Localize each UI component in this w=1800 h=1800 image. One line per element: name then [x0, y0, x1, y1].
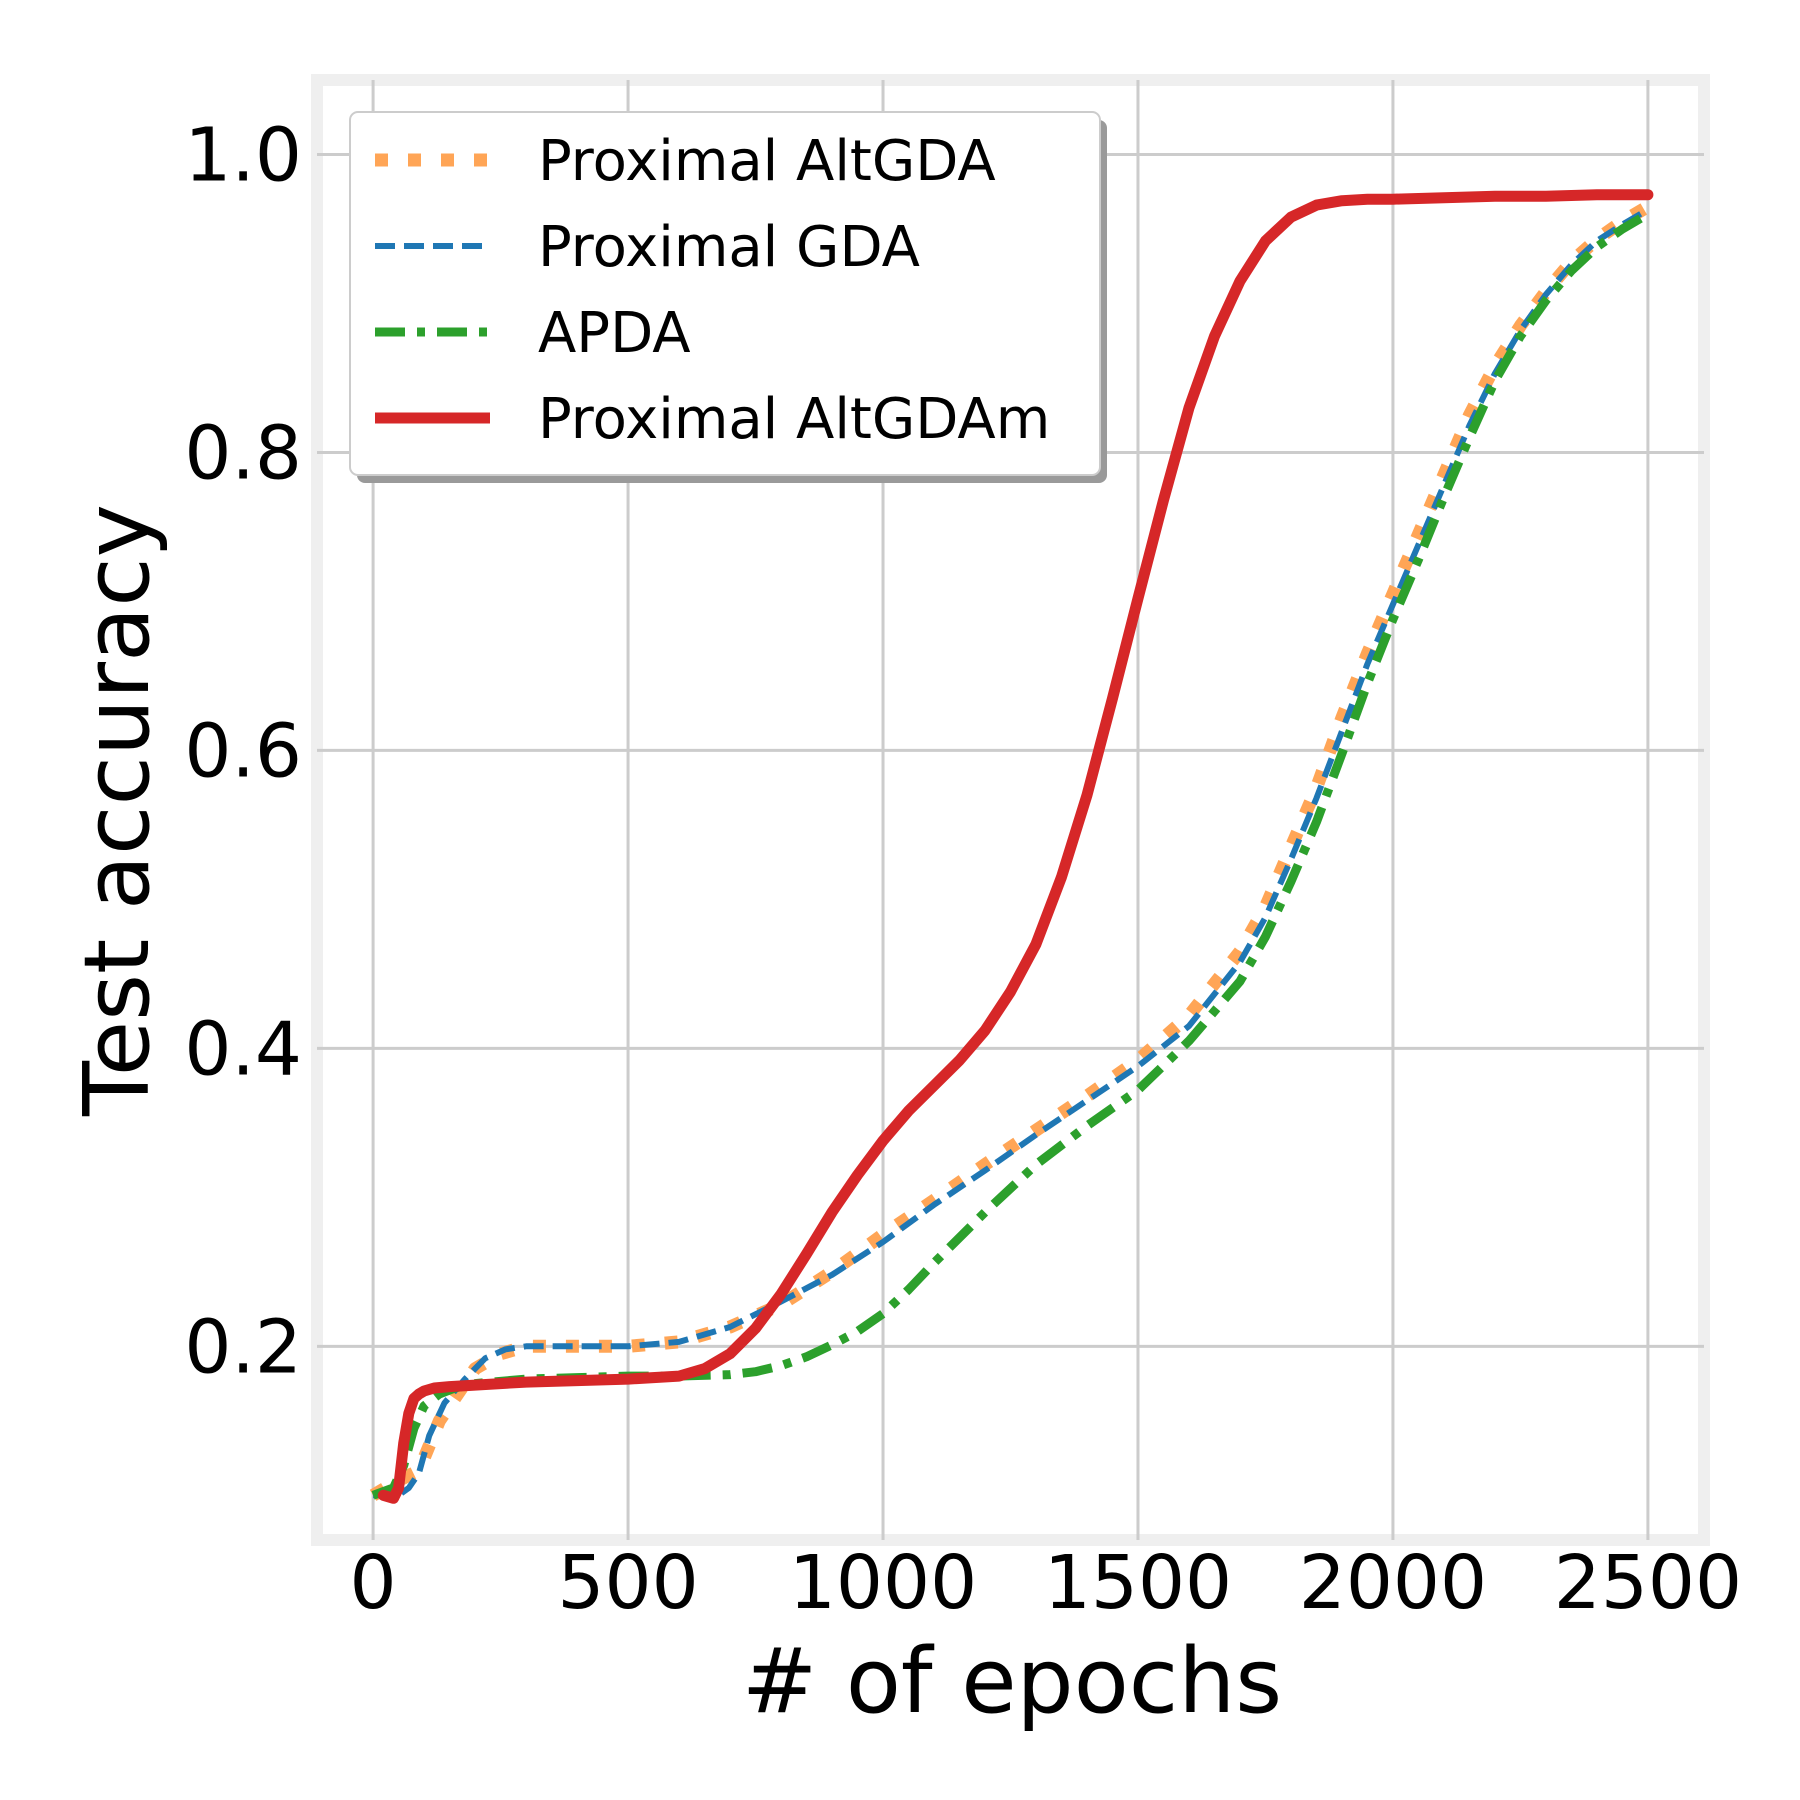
y-tick-label: 0.8 — [184, 410, 302, 496]
legend-label: APDA — [538, 301, 691, 366]
legend-label: Proximal AltGDAm — [538, 387, 1050, 452]
series-line-solid — [377, 189, 1654, 1504]
legend-label: Proximal AltGDA — [538, 129, 996, 194]
x-tick-label: 1500 — [1044, 1540, 1232, 1626]
series-line-dashed — [373, 207, 1650, 1499]
data-series — [369, 189, 1654, 1504]
legend: Proximal AltGDA Proximal GDA APDA Proximal … — [349, 111, 1107, 483]
legend-box — [349, 111, 1101, 476]
x-tick-label: 2000 — [1299, 1540, 1487, 1626]
x-axis-label: # of epochs — [742, 1629, 1282, 1734]
x-tick-label: 1000 — [789, 1540, 977, 1626]
y-axis-ticks: 0.2 0.4 0.6 0.8 1.0 — [184, 112, 302, 1390]
y-tick-label: 0.2 — [184, 1304, 302, 1390]
y-tick-label: 1.0 — [184, 112, 302, 198]
y-tick-label: 0.6 — [184, 708, 302, 794]
x-tick-label: 500 — [557, 1540, 698, 1626]
legend-label: Proximal GDA — [538, 215, 920, 280]
x-axis-ticks: 0 500 1000 1500 2000 2500 — [350, 1540, 1743, 1626]
y-axis-label: Test accuracy — [65, 504, 170, 1117]
x-tick-label: 0 — [350, 1540, 397, 1626]
y-tick-label: 0.4 — [184, 1006, 302, 1092]
x-tick-label: 2500 — [1554, 1540, 1742, 1626]
